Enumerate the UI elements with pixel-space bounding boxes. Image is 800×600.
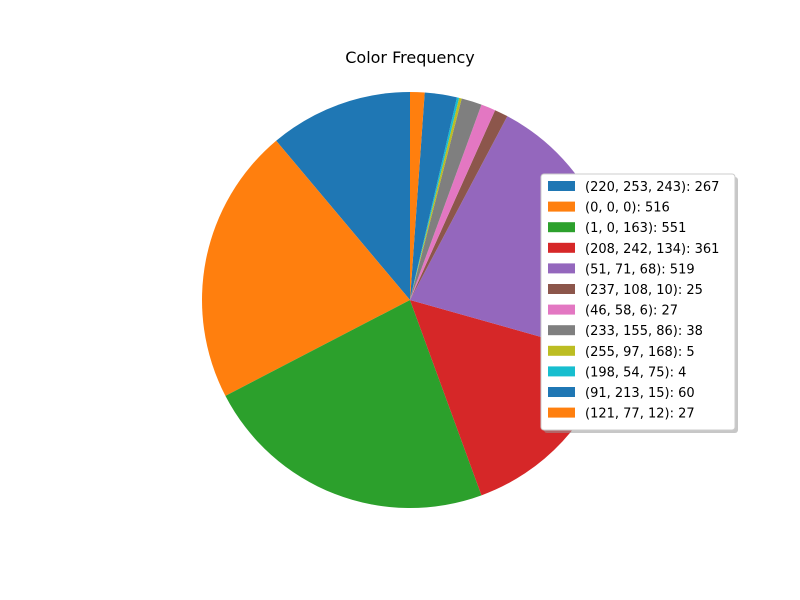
legend-label-9: (198, 54, 75): 4 [585, 365, 686, 380]
pie-slice-2 [225, 300, 482, 508]
legend-label-1: (0, 0, 0): 516 [585, 201, 670, 216]
legend-label-10: (91, 213, 15): 60 [585, 386, 695, 401]
legend-label-5: (237, 108, 10): 25 [585, 283, 703, 298]
pie-slice-8 [410, 97, 462, 301]
legend-label-3: (208, 242, 134): 361 [585, 242, 719, 257]
legend: (220, 253, 243): 267 (0, 0, 0): 516 (1, 0,… [540, 173, 738, 433]
legend-swatch-1 [548, 201, 575, 212]
legend-swatch-10 [548, 387, 575, 397]
legend-swatch-9 [548, 366, 575, 377]
legend-label-11: (121, 77, 12): 27 [585, 407, 695, 422]
legend-swatch-6 [548, 304, 575, 315]
legend-swatch-2 [548, 222, 575, 233]
legend-swatch-11 [548, 407, 575, 418]
pie-slice-5 [410, 110, 508, 300]
legend-label-8: (255, 97, 168): 5 [585, 345, 695, 360]
legend-swatch-3 [548, 242, 575, 253]
legend-swatch-5 [548, 284, 575, 294]
legend-label-0: (220, 253, 243): 267 [585, 180, 719, 195]
pie-slice-1 [202, 140, 410, 396]
pie-slice-10 [410, 92, 457, 301]
pie-slice-7 [410, 98, 482, 300]
legend-label-4: (51, 71, 68): 519 [585, 262, 695, 277]
pie-slice-0 [276, 92, 410, 300]
legend-label-2: (1, 0, 163): 551 [585, 221, 686, 236]
pie-slice-9 [410, 97, 460, 301]
legend-swatch-0 [548, 181, 575, 191]
legend-swatch-7 [548, 325, 575, 336]
pie-slice-6 [410, 104, 496, 300]
legend-swatch-4 [548, 263, 575, 274]
legend-label-7: (233, 155, 86): 38 [585, 324, 703, 339]
legend-label-6: (46, 58, 6): 27 [585, 304, 678, 319]
pie-slice-11 [410, 92, 425, 300]
chart-title: Color Frequency [345, 48, 475, 67]
legend-box [540, 173, 736, 431]
legend-swatch-8 [548, 345, 575, 356]
